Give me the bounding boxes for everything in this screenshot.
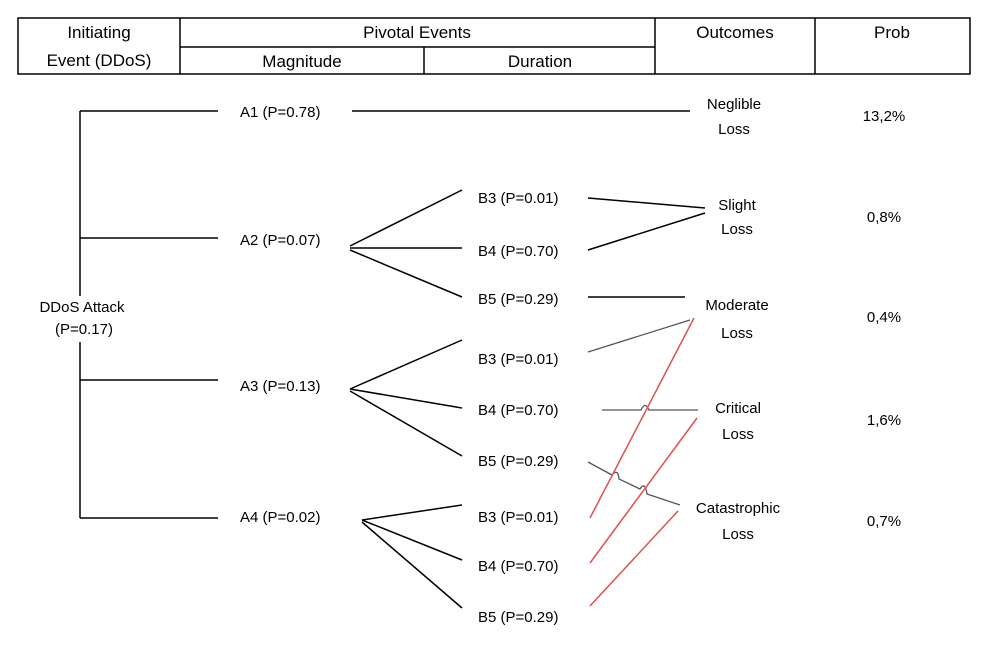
outcome-catastrophic-line2: Loss <box>722 526 754 543</box>
node-a2-b3: B3 (P=0.01) <box>478 190 558 207</box>
node-a3-b4: B4 (P=0.70) <box>478 402 558 419</box>
node-a3-b5: B5 (P=0.29) <box>478 453 558 470</box>
a4-b3-to-moderate <box>589 317 695 519</box>
outcome-slight-line1: Slight <box>718 197 756 214</box>
a3-b4-to-critical <box>602 404 698 411</box>
a2-to-b3 <box>349 189 463 247</box>
prob-catastrophic: 0,7% <box>867 513 901 530</box>
root-label-line1: DDoS Attack <box>39 299 125 316</box>
a3-b3-to-moderate <box>587 319 691 353</box>
node-a4-b3: B3 (P=0.01) <box>478 509 558 526</box>
node-a2: A2 (P=0.07) <box>240 232 320 249</box>
prob-critical: 1,6% <box>867 412 901 429</box>
node-a2-b5: B5 (P=0.29) <box>478 291 558 308</box>
outcome-critical-line1: Critical <box>715 400 761 417</box>
b3-to-slight <box>587 197 706 209</box>
a3-to-b5 <box>349 390 463 457</box>
header-table <box>17 17 971 75</box>
a2-to-b5 <box>349 249 463 298</box>
a4-b5-to-catastrophic <box>589 510 679 607</box>
node-a2-b4: B4 (P=0.70) <box>478 243 558 260</box>
node-a1: A1 (P=0.78) <box>240 104 320 121</box>
a4-to-b3 <box>361 504 463 521</box>
b4-to-slight <box>587 212 706 251</box>
red-connectors <box>589 317 698 607</box>
outcome-slight-line2: Loss <box>721 221 753 238</box>
root-label-bg <box>30 296 134 342</box>
header-initiating-line2: Event (DDoS) <box>47 51 152 70</box>
node-a3: A3 (P=0.13) <box>240 378 320 395</box>
outcome-moderate-line1: Moderate <box>705 297 768 314</box>
node-a3-b3: B3 (P=0.01) <box>478 351 558 368</box>
outcome-moderate-line2: Loss <box>721 325 753 342</box>
grey-connectors <box>587 319 698 506</box>
prob-moderate: 0,4% <box>867 309 901 326</box>
header-magnitude: Magnitude <box>262 52 341 71</box>
header-initiating-line1: Initiating <box>67 23 130 42</box>
header-duration: Duration <box>508 52 572 71</box>
node-a4-b4: B4 (P=0.70) <box>478 558 558 575</box>
a3-b5-to-catastrophic <box>587 461 681 506</box>
outcome-critical-line2: Loss <box>722 426 754 443</box>
header-outcomes: Outcomes <box>696 23 773 42</box>
node-a4-b5: B5 (P=0.29) <box>478 609 558 626</box>
a4-to-b4 <box>361 519 463 561</box>
outcome-negligible-line2: Loss <box>718 121 750 138</box>
outcome-catastrophic-line1: Catastrophic <box>696 500 781 517</box>
root-label-line2: (P=0.17) <box>55 321 113 338</box>
prob-negligible: 13,2% <box>863 108 906 125</box>
header-border <box>17 17 971 75</box>
prob-slight: 0,8% <box>867 209 901 226</box>
a4-to-b5 <box>361 521 463 609</box>
header-prob: Prob <box>874 23 910 42</box>
node-a4: A4 (P=0.02) <box>240 509 320 526</box>
a3-to-b3 <box>349 339 463 390</box>
outcome-negligible-line1: Neglible <box>707 96 761 113</box>
a3-to-b4 <box>349 388 463 409</box>
header-pivotal-events: Pivotal Events <box>363 23 471 42</box>
a4-b4-to-critical <box>589 417 698 564</box>
